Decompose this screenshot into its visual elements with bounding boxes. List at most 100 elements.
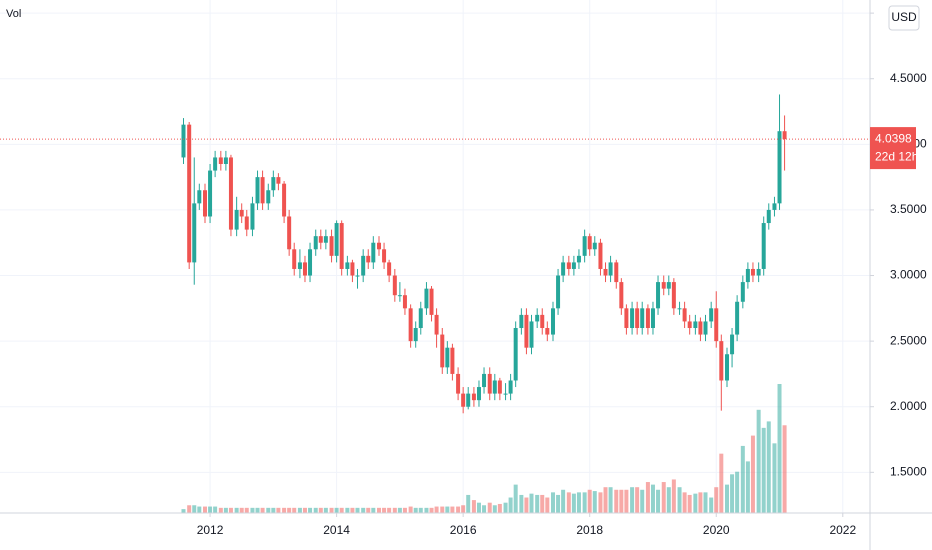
volume-bar [402,507,407,513]
volume-bar [624,489,629,513]
candle-body [339,223,344,269]
currency-box[interactable] [888,5,920,31]
candle-body [329,236,334,256]
volume-bar [450,506,455,513]
candle-body [361,255,366,276]
volume-bar [487,502,492,513]
volume-bar [640,489,645,513]
volume-bar [677,487,682,513]
candle-body [382,249,387,263]
volume-bar [598,492,603,513]
volume-bar [566,492,571,513]
volume-bar [745,461,750,513]
volume-bar [461,505,466,513]
candle-body [735,301,740,335]
candle-body [508,380,513,394]
volume-bar [529,493,534,513]
volume-bar [545,497,550,513]
candle-body [445,347,450,368]
candle-body [656,282,661,309]
volume-bar [329,507,334,513]
volume-bar [466,494,471,513]
candle-body [476,387,481,401]
volume-bar [255,507,260,513]
candle-body [740,282,745,302]
volume-bar [709,497,714,513]
volume-bar [223,507,228,513]
candle-body [440,334,445,368]
candle-body [571,262,576,269]
volume-bar [761,427,766,513]
candle-body [366,255,371,263]
volume-bar [608,487,613,513]
volume-bar [782,425,787,513]
volume-bar [750,435,755,513]
volume-bar [203,506,208,513]
volume-label: Vol [6,8,21,20]
x-tick-label: 2018 [576,523,603,537]
volume-bar [208,506,213,513]
volume-bar [418,507,423,513]
volume-bar [656,489,661,513]
volume-bar [260,507,265,513]
volume-bar [735,471,740,513]
volume-bar [650,484,655,513]
volume-bar [429,507,434,513]
candle-body [556,275,561,309]
candle-body [228,157,233,230]
price-label-box [870,127,916,170]
volume-bar [714,487,719,513]
volume-bar [197,506,202,513]
volume-bar [244,507,249,513]
volume-bar [687,494,692,513]
candles [181,94,787,414]
candle-body [250,203,255,230]
candle-body [524,314,529,348]
candle-body [519,314,524,329]
volume-bar [282,507,287,513]
candle-body [630,308,635,329]
countdown: 22d 12h [875,149,918,163]
candle-body [666,282,671,289]
y-tick-label: 3.5000 [890,202,927,216]
candle-body [535,314,540,322]
volume-bar [350,507,355,513]
candle-body [772,203,777,210]
volume-bar [181,509,186,513]
candle-body [461,393,466,407]
volume-bar [556,494,561,513]
currency[interactable]: USD [891,10,917,24]
candle-body [287,216,292,250]
volume-bar [334,507,339,513]
candle-body [413,328,418,342]
volume-bar [239,507,244,513]
volume-bar [719,453,724,513]
candle-body [471,393,476,401]
y-tick-label: 2.5000 [890,333,927,347]
candle-body [687,321,692,329]
volume-bar [693,493,698,513]
volume-bar [635,487,640,513]
volume-bar [228,507,233,513]
volume-bar [492,505,497,513]
candle-body [203,190,208,217]
volume-bar [497,503,502,513]
candle-body [350,262,355,276]
volume-bar [513,484,518,513]
candle-body [603,268,608,276]
volume-bar [666,487,671,513]
volume-bar [603,487,608,513]
volume-bar [471,500,476,513]
candle-body [540,314,545,329]
candle-body [223,157,228,165]
candle-body [756,268,761,276]
y-tick-label: 3.0000 [890,268,927,282]
candle-body [434,314,439,335]
volume-bar [645,482,650,513]
candle-body [709,308,714,322]
candle-body [392,275,397,296]
x-tick-label: 2014 [323,523,350,537]
candle-body [529,321,534,348]
candle-body [682,308,687,322]
volume-bar [371,507,376,513]
